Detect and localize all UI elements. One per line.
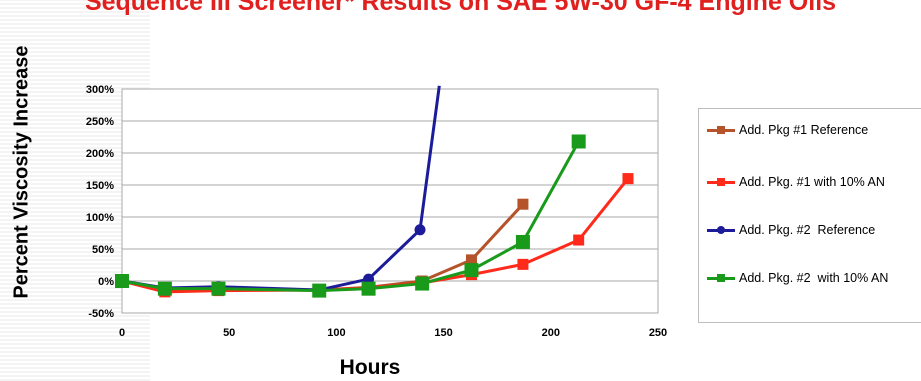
legend-label: Add. Pkg. #2 with 10% AN [739, 271, 889, 285]
x-axis-title: Hours [339, 356, 401, 379]
data-point [361, 281, 376, 296]
series-group [115, 85, 634, 298]
legend-marker [717, 274, 725, 282]
data-point [622, 173, 634, 185]
data-point [414, 224, 426, 236]
legend: Add. Pkg #1 Reference Add. Pkg. #1 with 1… [698, 108, 921, 323]
y-tick-labels: -50% 0% 50% 100% 150% 200% 250% 300% [86, 84, 114, 320]
data-point [464, 263, 479, 278]
legend-swatch [707, 123, 735, 137]
legend-marker [717, 226, 725, 234]
data-point [573, 234, 585, 246]
y-tick-label: 0% [98, 276, 114, 288]
data-point [517, 198, 529, 210]
data-point [415, 276, 430, 291]
plot-area [121, 88, 659, 314]
y-tick-label: 200% [86, 148, 114, 160]
data-point [515, 234, 530, 249]
legend-item: Add. Pkg. #2 with 10% AN [707, 271, 909, 285]
data-point [517, 258, 529, 270]
y-tick-label: -50% [88, 308, 114, 320]
legend-item: Add. Pkg. #1 with 10% AN [707, 175, 909, 189]
legend-swatch [707, 175, 735, 189]
x-tick-label: 50 [223, 327, 235, 339]
legend-marker [717, 126, 725, 134]
data-point [312, 283, 327, 298]
legend-item: Add. Pkg #1 Reference [707, 123, 909, 137]
legend-marker [717, 178, 725, 186]
x-tick-label: 200 [542, 327, 560, 339]
y-tick-label: 250% [86, 116, 114, 128]
grid-lines [122, 120, 658, 282]
data-point [115, 274, 129, 288]
chart-title: Sequence III Screener* Results on SAE 5W… [84, 0, 837, 16]
x-tick-labels: 0 50 100 150 200 250 [119, 327, 667, 339]
y-tick-label: 150% [86, 180, 114, 192]
data-point [157, 281, 172, 296]
legend-label: Add. Pkg #1 Reference [739, 123, 869, 137]
legend-item: Add. Pkg. #2 Reference [707, 223, 909, 237]
y-tick-label: 50% [92, 244, 114, 256]
x-tick-label: 250 [649, 327, 667, 339]
x-tick-label: 100 [327, 327, 345, 339]
legend-swatch [707, 271, 735, 285]
series-4 [115, 134, 586, 298]
x-tick-label: 150 [434, 327, 452, 339]
legend-label: Add. Pkg. #2 Reference [739, 223, 876, 237]
legend-label: Add. Pkg. #1 with 10% AN [739, 175, 885, 189]
data-point [211, 281, 226, 296]
y-tick-label: 300% [86, 84, 114, 96]
x-tick-label: 0 [119, 327, 125, 339]
legend-swatch [707, 223, 735, 237]
data-point [571, 134, 586, 149]
y-tick-label: 100% [86, 212, 114, 224]
